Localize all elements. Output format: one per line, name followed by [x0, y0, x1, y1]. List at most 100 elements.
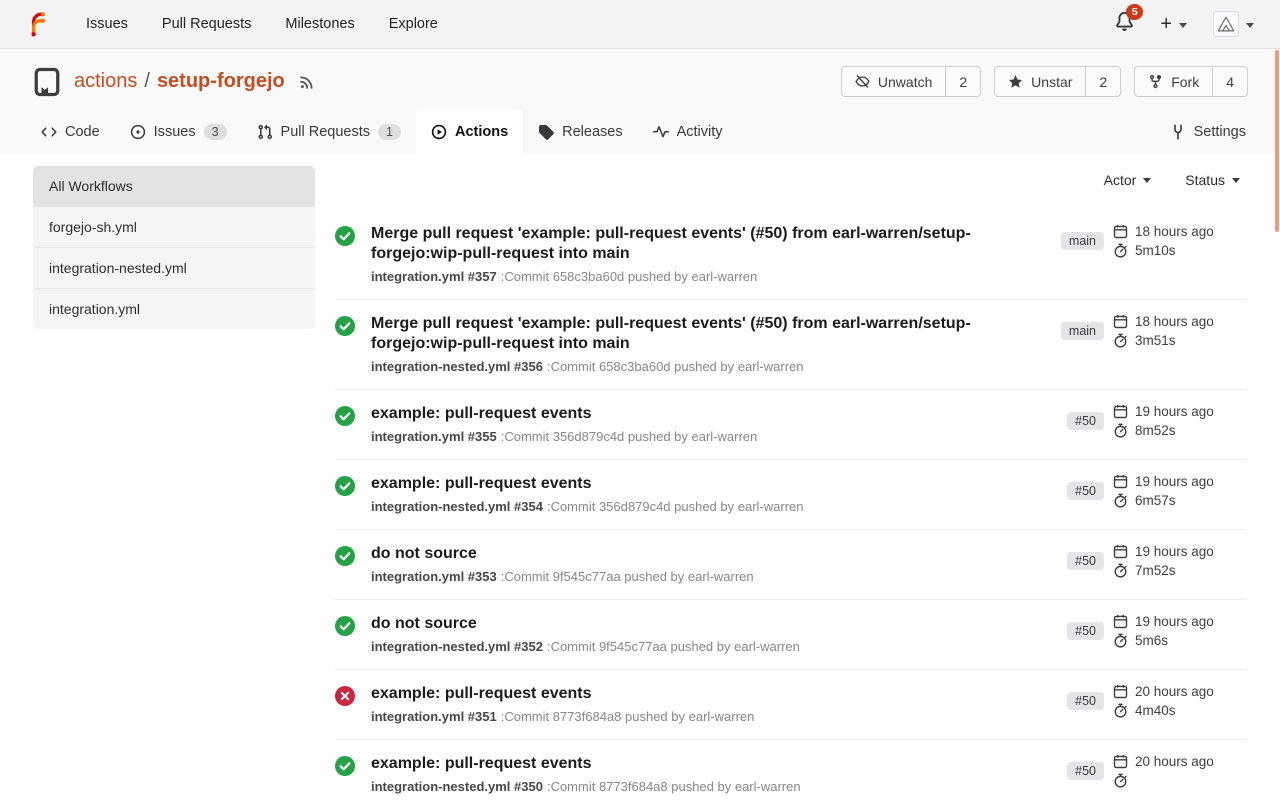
calendar-icon: [1113, 474, 1128, 489]
run-subtitle: integration.yml #355:Commit 356d879c4d p…: [371, 429, 1047, 445]
star-count[interactable]: 2: [1085, 67, 1120, 96]
unwatch-label: Unwatch: [877, 73, 933, 90]
issue-icon: [130, 124, 145, 139]
sidebar-item-all-workflows[interactable]: All Workflows: [33, 166, 315, 207]
watch-count[interactable]: 2: [945, 67, 980, 96]
run-duration: 8m52s: [1135, 423, 1176, 438]
status-filter-dropdown[interactable]: Status: [1185, 172, 1240, 188]
tab-code[interactable]: Code: [26, 109, 115, 154]
sidebar-item-integration-yml[interactable]: integration.yml: [33, 289, 315, 329]
chevron-down-icon: [1232, 177, 1240, 187]
fork-count[interactable]: 4: [1212, 67, 1247, 96]
run-subtitle: integration.yml #357:Commit 658c3ba60d p…: [371, 269, 1041, 285]
run-commit-info: :Commit 356d879c4d pushed by earl-warren: [546, 499, 804, 514]
run-title-link[interactable]: Merge pull request 'example: pull-reques…: [371, 315, 971, 352]
run-duration: 5m6s: [1135, 633, 1169, 648]
star-icon: [1009, 75, 1023, 88]
actor-filter-dropdown[interactable]: Actor: [1104, 172, 1152, 188]
run-title-link[interactable]: example: pull-request events: [371, 475, 592, 492]
pr-badge[interactable]: #50: [1067, 762, 1104, 780]
status-success-icon: [335, 316, 355, 336]
navbar-link-pull-requests[interactable]: Pull Requests: [161, 16, 252, 32]
notification-count-badge: 5: [1126, 4, 1144, 20]
rss-icon[interactable]: [299, 73, 316, 90]
run-workflow-ref: integration-nested.yml #354: [371, 499, 543, 514]
navbar-link-issues[interactable]: Issues: [86, 16, 128, 32]
tab-activity[interactable]: Activity: [638, 109, 738, 154]
run-title-link[interactable]: example: pull-request events: [371, 405, 592, 422]
forgejo-logo[interactable]: [26, 11, 52, 37]
fork-button[interactable]: Fork 4: [1134, 66, 1248, 97]
status-success-icon: [335, 476, 355, 496]
repo-action-buttons: Unwatch 2 Unstar 2 Fork: [840, 66, 1248, 97]
run-title-link[interactable]: Merge pull request 'example: pull-reques…: [371, 225, 971, 262]
sidebar-item-forgejo-sh-yml[interactable]: forgejo-sh.yml: [33, 207, 315, 248]
run-time: 20 hours ago: [1135, 754, 1214, 769]
stopwatch-icon: [1114, 773, 1127, 788]
run-duration: 7m52s: [1135, 563, 1176, 578]
run-time: 19 hours ago: [1135, 544, 1214, 559]
run-filters: Actor Status: [335, 166, 1246, 188]
issues-count-badge: 3: [203, 123, 227, 140]
pr-badge[interactable]: #50: [1067, 552, 1104, 570]
run-title-link[interactable]: do not source: [371, 615, 477, 632]
navbar-link-explore[interactable]: Explore: [388, 16, 438, 32]
branch-badge[interactable]: main: [1060, 232, 1104, 250]
pr-badge[interactable]: #50: [1067, 412, 1104, 430]
run-workflow-ref: integration.yml #355: [371, 429, 497, 444]
pr-badge[interactable]: #50: [1067, 622, 1104, 640]
pr-badge[interactable]: #50: [1067, 482, 1104, 500]
status-success-icon: [335, 756, 355, 776]
run-commit-info: :Commit 8773f684a8 pushed by earl-warren: [546, 779, 801, 794]
run-time: 18 hours ago: [1135, 224, 1214, 239]
run-title-link[interactable]: do not source: [371, 545, 477, 562]
unstar-button[interactable]: Unstar 2: [994, 66, 1122, 97]
run-workflow-ref: integration-nested.yml #352: [371, 639, 543, 654]
page-scrollbar-thumb[interactable]: [1275, 50, 1279, 232]
calendar-icon: [1113, 614, 1128, 629]
run-time: 19 hours ago: [1135, 404, 1214, 419]
tab-issues[interactable]: Issues 3: [115, 109, 242, 154]
run-duration: 6m57s: [1135, 493, 1176, 508]
sidebar-item-integration-nested-yml[interactable]: integration-nested.yml: [33, 248, 315, 289]
run-title-link[interactable]: example: pull-request events: [371, 755, 592, 772]
calendar-icon: [1113, 224, 1128, 239]
unwatch-button[interactable]: Unwatch 2: [840, 66, 982, 97]
pr-badge[interactable]: #50: [1067, 692, 1104, 710]
stopwatch-icon: [1114, 423, 1127, 438]
branch-badge[interactable]: main: [1060, 322, 1104, 340]
repo-owner-link[interactable]: actions: [74, 70, 138, 92]
fork-icon: [1150, 74, 1162, 89]
run-subtitle: integration-nested.yml #350:Commit 8773f…: [371, 779, 1047, 795]
run-subtitle: integration-nested.yml #356:Commit 658c3…: [371, 359, 1041, 375]
tab-settings-label: Settings: [1193, 123, 1246, 140]
run-title-link[interactable]: example: pull-request events: [371, 685, 592, 702]
repo-name-link[interactable]: setup-forgejo: [156, 70, 285, 92]
tab-pull-requests[interactable]: Pull Requests 1: [242, 109, 416, 154]
navbar-link-milestones[interactable]: Milestones: [285, 16, 355, 32]
tab-settings[interactable]: Settings: [1162, 109, 1254, 154]
calendar-icon: [1113, 314, 1128, 329]
actor-filter-label: Actor: [1103, 172, 1137, 188]
run-commit-info: :Commit 356d879c4d pushed by earl-warren: [500, 429, 758, 444]
run-row: example: pull-request events integration…: [335, 740, 1246, 800]
tab-code-label: Code: [65, 123, 100, 140]
calendar-icon: [1113, 754, 1128, 769]
run-time: 18 hours ago: [1135, 314, 1214, 329]
run-workflow-ref: integration.yml #351: [371, 709, 497, 724]
create-new-button[interactable]: +: [1160, 14, 1187, 34]
runs-main: Actor Status Merge pull request 'example…: [335, 166, 1246, 800]
repo-tabbar: Code Issues 3 Pull Requests 1 Actions: [0, 109, 1280, 154]
notifications-button[interactable]: 5: [1115, 4, 1144, 36]
run-workflow-ref: integration.yml #357: [371, 269, 497, 284]
tag-icon: [539, 124, 554, 140]
run-subtitle: integration.yml #353:Commit 9f545c77aa p…: [371, 569, 1047, 585]
run-row: Merge pull request 'example: pull-reques…: [335, 300, 1246, 390]
run-duration: 5m10s: [1135, 243, 1176, 258]
user-menu[interactable]: [1213, 11, 1254, 37]
tab-releases[interactable]: Releases: [523, 109, 637, 154]
status-success-icon: [335, 616, 355, 636]
calendar-icon: [1113, 404, 1128, 419]
tab-actions[interactable]: Actions: [415, 109, 524, 154]
